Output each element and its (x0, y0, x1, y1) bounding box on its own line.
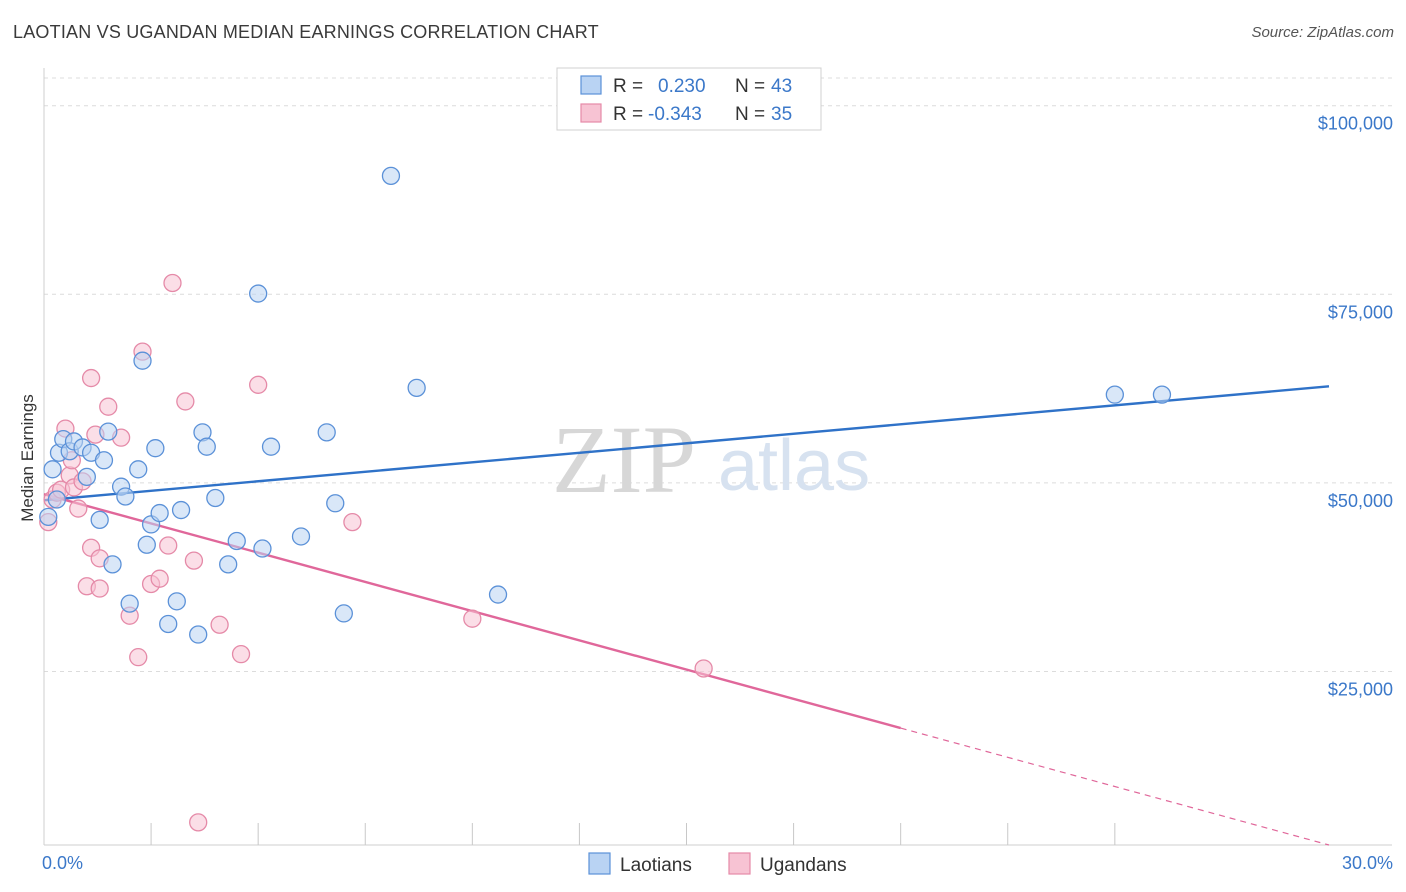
ugandan-n-label: N = (735, 104, 765, 125)
laotian-point (1105, 385, 1124, 404)
y-tick-label: $25,000 (1328, 679, 1393, 699)
laotian-trend-line (43, 385, 1330, 502)
watermark: ZIP atlas (552, 406, 870, 513)
laotian-point (90, 510, 109, 530)
laotian-point (150, 503, 169, 523)
laotian-point (133, 351, 152, 370)
ugandan-point (189, 813, 208, 832)
laotian-point (99, 422, 118, 441)
laotian-point (116, 487, 135, 506)
ugandan-point (184, 551, 204, 570)
laotian-r-label: R = (613, 76, 643, 97)
ugandan-point (249, 375, 268, 394)
laotian-point (167, 592, 186, 611)
ugandan-point (90, 579, 109, 598)
legend-ugandans-label: Ugandans (760, 855, 847, 876)
ugandan-point (463, 609, 482, 628)
ugandan-point (231, 644, 251, 664)
ugandan-r-value: -0.343 (648, 104, 702, 125)
ugandan-point (163, 273, 182, 293)
laotian-point (219, 555, 238, 574)
legend-ugandans-swatch (728, 852, 751, 875)
axes (43, 68, 1392, 846)
laotian-point (94, 451, 114, 470)
ugandan-point (176, 392, 195, 411)
laotian-swatch (580, 75, 602, 95)
laotian-point (120, 594, 139, 613)
watermark-zip: ZIP (552, 406, 696, 513)
y-axis-title: Median Earnings (18, 394, 37, 522)
ugandan-point (69, 499, 88, 518)
stats-legend: R = 0.230 N = 43 R = -0.343 N = 35 (556, 67, 822, 131)
laotian-point (77, 467, 96, 487)
ugandan-point (694, 659, 713, 678)
legend-laotians-swatch (588, 852, 611, 875)
ugandan-point (150, 569, 169, 588)
laotian-r-value: 0.230 (658, 76, 706, 97)
ugandan-point (159, 536, 178, 555)
laotian-point (206, 488, 225, 508)
y-tick-label: $50,000 (1328, 491, 1393, 511)
ugandan-n-value: 35 (771, 104, 792, 125)
laotian-point (381, 166, 401, 186)
laotian-point (291, 527, 311, 546)
laotian-point (39, 507, 58, 526)
source-label: Source: ZipAtlas.com (1251, 24, 1394, 41)
ugandan-trend-extension (900, 727, 1330, 846)
laotian-point (326, 494, 345, 513)
chart-title: LAOTIAN VS UGANDAN MEDIAN EARNINGS CORRE… (13, 22, 599, 42)
ugandan-point (99, 397, 118, 416)
laotian-point (43, 460, 62, 479)
x-ticks (150, 823, 1116, 845)
x-tick-label-max: 30.0% (1342, 853, 1393, 873)
ugandan-point (129, 648, 148, 667)
legend-laotians-label: Laotians (620, 855, 692, 876)
data-points (39, 166, 1172, 832)
laotian-point (146, 439, 165, 458)
laotian-point (159, 614, 178, 634)
ugandan-point (210, 615, 229, 634)
laotian-point (137, 535, 156, 554)
laotian-point (1152, 385, 1172, 404)
series-legend: Laotians Ugandans (588, 852, 847, 876)
laotian-point (334, 604, 353, 623)
laotian-point (189, 625, 208, 644)
laotian-point (129, 460, 148, 479)
laotian-point (227, 531, 246, 551)
laotian-point (407, 378, 426, 398)
ugandan-point (343, 512, 362, 532)
y-tick-labels: $25,000 $50,000 $75,000 $100,000 (1318, 114, 1393, 700)
gridlines (44, 77, 1392, 672)
laotian-point (261, 437, 281, 456)
ugandan-swatch (580, 103, 602, 123)
laotian-point (171, 500, 191, 520)
y-tick-label: $100,000 (1318, 114, 1393, 134)
laotian-n-label: N = (735, 76, 765, 97)
laotian-point (488, 585, 508, 604)
laotian-n-value: 43 (771, 76, 792, 97)
ugandan-point (81, 368, 101, 388)
laotian-point (253, 539, 272, 558)
laotian-point (249, 284, 268, 303)
ugandan-r-label: R = (613, 104, 643, 125)
laotian-point (317, 423, 336, 442)
x-tick-label-min: 0.0% (42, 853, 83, 873)
y-tick-label: $75,000 (1328, 302, 1393, 322)
laotian-point (197, 437, 216, 456)
laotian-point (47, 490, 66, 509)
laotian-point (103, 555, 122, 574)
